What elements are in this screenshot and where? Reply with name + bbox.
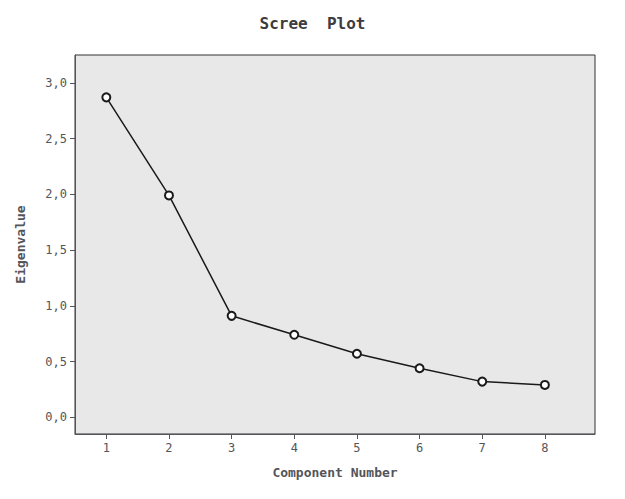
svg-text:2: 2 — [165, 441, 172, 455]
svg-text:2,0: 2,0 — [45, 187, 67, 201]
svg-text:6: 6 — [416, 441, 423, 455]
svg-text:Component Number: Component Number — [272, 465, 397, 480]
svg-text:0,5: 0,5 — [45, 355, 67, 369]
svg-text:4: 4 — [291, 441, 298, 455]
svg-text:2,5: 2,5 — [45, 132, 67, 146]
svg-text:Scree Plot: Scree Plot — [260, 14, 366, 33]
svg-text:1,5: 1,5 — [45, 243, 67, 257]
svg-text:1: 1 — [103, 441, 110, 455]
svg-text:3,0: 3,0 — [45, 76, 67, 90]
svg-text:8: 8 — [541, 441, 548, 455]
svg-text:3: 3 — [228, 441, 235, 455]
svg-text:7: 7 — [479, 441, 486, 455]
svg-text:1,0: 1,0 — [45, 299, 67, 313]
svg-text:5: 5 — [353, 441, 360, 455]
svg-text:Eigenvalue: Eigenvalue — [13, 205, 28, 283]
svg-text:0,0: 0,0 — [45, 410, 67, 424]
